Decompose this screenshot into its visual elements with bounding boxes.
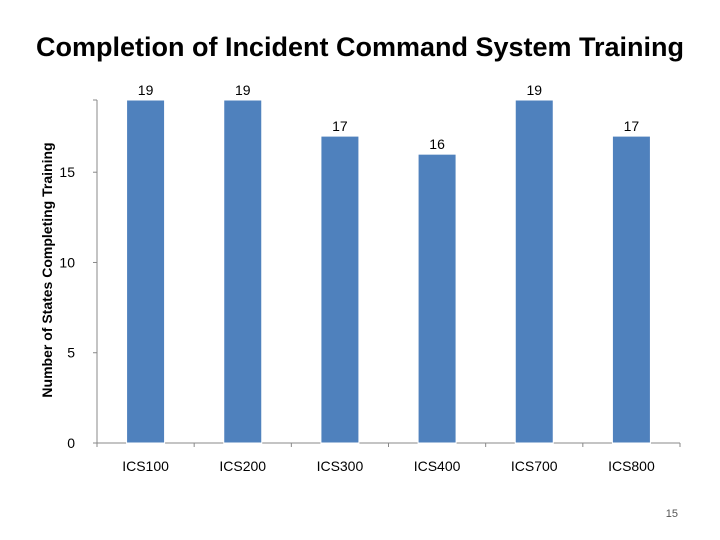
data-label: 19 xyxy=(235,82,251,98)
x-tick-label: ICS300 xyxy=(317,458,364,474)
chart-title: Completion of Incident Command System Tr… xyxy=(35,32,685,62)
data-label: 17 xyxy=(624,118,640,134)
y-tick-label: 10 xyxy=(59,254,75,270)
bar-ics400 xyxy=(417,153,457,444)
bar-ics200 xyxy=(223,99,263,444)
bar-ics700 xyxy=(514,99,554,444)
page-number: 15 xyxy=(665,508,678,520)
x-tick-label: ICS800 xyxy=(608,458,655,474)
data-label: 19 xyxy=(138,82,154,98)
data-label: 16 xyxy=(429,136,445,152)
x-tick-label: ICS400 xyxy=(414,458,461,474)
data-label: 17 xyxy=(332,118,348,134)
axes: 0 5 10 15 ICS100 ICS200 ICS300 ICS400 ICS700 ICS8… xyxy=(59,99,681,474)
x-tick-label: ICS700 xyxy=(511,458,558,474)
x-tick-label: ICS200 xyxy=(219,458,266,474)
data-labels: 19 19 17 16 19 17 xyxy=(138,82,640,152)
y-tick-label: 15 xyxy=(59,164,75,180)
y-tick-label: 5 xyxy=(67,345,75,361)
data-label: 19 xyxy=(526,82,542,98)
bars xyxy=(126,99,651,444)
bar-ics800 xyxy=(611,135,651,444)
bar-ics300 xyxy=(320,135,360,444)
y-tick-label: 0 xyxy=(67,435,75,451)
x-tick-label: ICS100 xyxy=(122,458,169,474)
bar-ics100 xyxy=(126,99,166,444)
